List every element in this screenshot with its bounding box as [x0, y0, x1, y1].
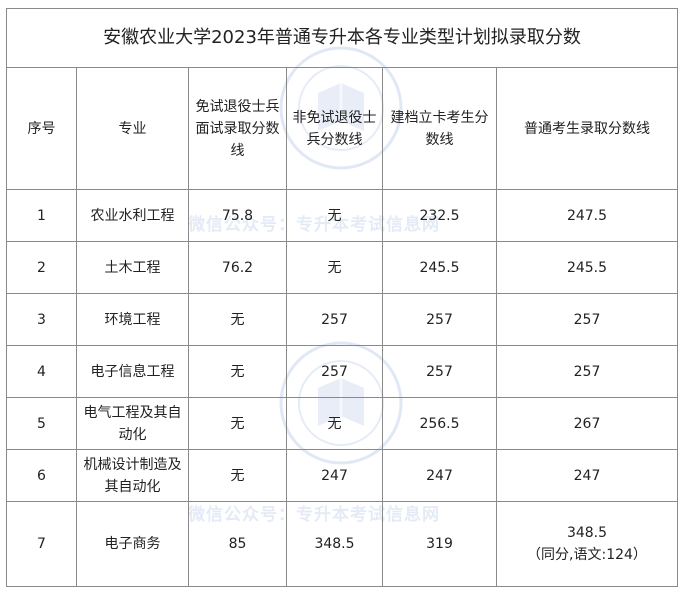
- table-row: 7 电子商务 85 348.5 319 348.5 （同分,语文:124）: [6, 501, 678, 587]
- cell-registered: 245.5: [382, 241, 497, 294]
- cell-major: 机械设计制造及其自动化: [76, 449, 189, 502]
- cell-major: 土木工程: [76, 241, 189, 294]
- cell-nonexempt: 无: [286, 397, 383, 450]
- cell-exempt: 无: [188, 345, 287, 398]
- cell-regular: 245.5: [496, 241, 678, 294]
- cell-nonexempt: 348.5: [286, 501, 383, 587]
- cell-nonexempt: 无: [286, 241, 383, 294]
- cell-exempt: 76.2: [188, 241, 287, 294]
- cell-exempt: 无: [188, 397, 287, 450]
- cell-exempt: 无: [188, 293, 287, 346]
- cell-major: 电子信息工程: [76, 345, 189, 398]
- table-title: 安徽农业大学2023年普通专升本各专业类型计划拟录取分数: [6, 8, 678, 68]
- cell-regular: 257: [496, 293, 678, 346]
- cell-nonexempt: 247: [286, 449, 383, 502]
- table-row: 5 电气工程及其自动化 无 无 256.5 267: [6, 397, 678, 450]
- cell-regular: 257: [496, 345, 678, 398]
- cell-no: 4: [6, 345, 77, 398]
- tie-break-note: （同分,语文:124）: [527, 547, 647, 563]
- cell-registered: 256.5: [382, 397, 497, 450]
- table-row: 2 土木工程 76.2 无 245.5 245.5: [6, 241, 678, 294]
- table-row: 1 农业水利工程 75.8 无 232.5 247.5: [6, 189, 678, 242]
- cell-exempt: 85: [188, 501, 287, 587]
- table-row: 4 电子信息工程 无 257 257 257: [6, 345, 678, 398]
- header-major: 专业: [76, 67, 189, 190]
- header-exempt-veteran: 免试退役士兵面试录取分数线: [188, 67, 287, 190]
- cell-no: 7: [6, 501, 77, 587]
- cell-nonexempt: 257: [286, 293, 383, 346]
- cell-nonexempt: 257: [286, 345, 383, 398]
- cell-no: 5: [6, 397, 77, 450]
- cell-regular: 247: [496, 449, 678, 502]
- table-row: 3 环境工程 无 257 257 257: [6, 293, 678, 346]
- cell-registered: 232.5: [382, 189, 497, 242]
- cell-registered: 319: [382, 501, 497, 587]
- cell-no: 1: [6, 189, 77, 242]
- cell-major: 电子商务: [76, 501, 189, 587]
- cell-registered: 257: [382, 345, 497, 398]
- cell-regular-with-note: 348.5 （同分,语文:124）: [496, 501, 678, 587]
- header-no: 序号: [6, 67, 77, 190]
- header-regular: 普通考生录取分数线: [496, 67, 678, 190]
- cell-no: 6: [6, 449, 77, 502]
- cell-registered: 247: [382, 449, 497, 502]
- cell-registered: 257: [382, 293, 497, 346]
- score-table: 安徽农业大学2023年普通专升本各专业类型计划拟录取分数 序号 专业 免试退役士…: [6, 8, 678, 587]
- cell-regular: 267: [496, 397, 678, 450]
- cell-exempt: 75.8: [188, 189, 287, 242]
- header-nonexempt-veteran: 非免试退役士兵分数线: [286, 67, 383, 190]
- cell-nonexempt: 无: [286, 189, 383, 242]
- header-registered-poor: 建档立卡考生分数线: [382, 67, 497, 190]
- cell-exempt: 无: [188, 449, 287, 502]
- cell-major: 环境工程: [76, 293, 189, 346]
- cell-regular: 247.5: [496, 189, 678, 242]
- cell-regular: 348.5: [566, 525, 608, 541]
- header-row: 序号 专业 免试退役士兵面试录取分数线 非免试退役士兵分数线 建档立卡考生分数线…: [6, 67, 678, 190]
- cell-no: 3: [6, 293, 77, 346]
- cell-major: 电气工程及其自动化: [76, 397, 189, 450]
- cell-no: 2: [6, 241, 77, 294]
- table-row: 6 机械设计制造及其自动化 无 247 247 247: [6, 449, 678, 502]
- cell-major: 农业水利工程: [76, 189, 189, 242]
